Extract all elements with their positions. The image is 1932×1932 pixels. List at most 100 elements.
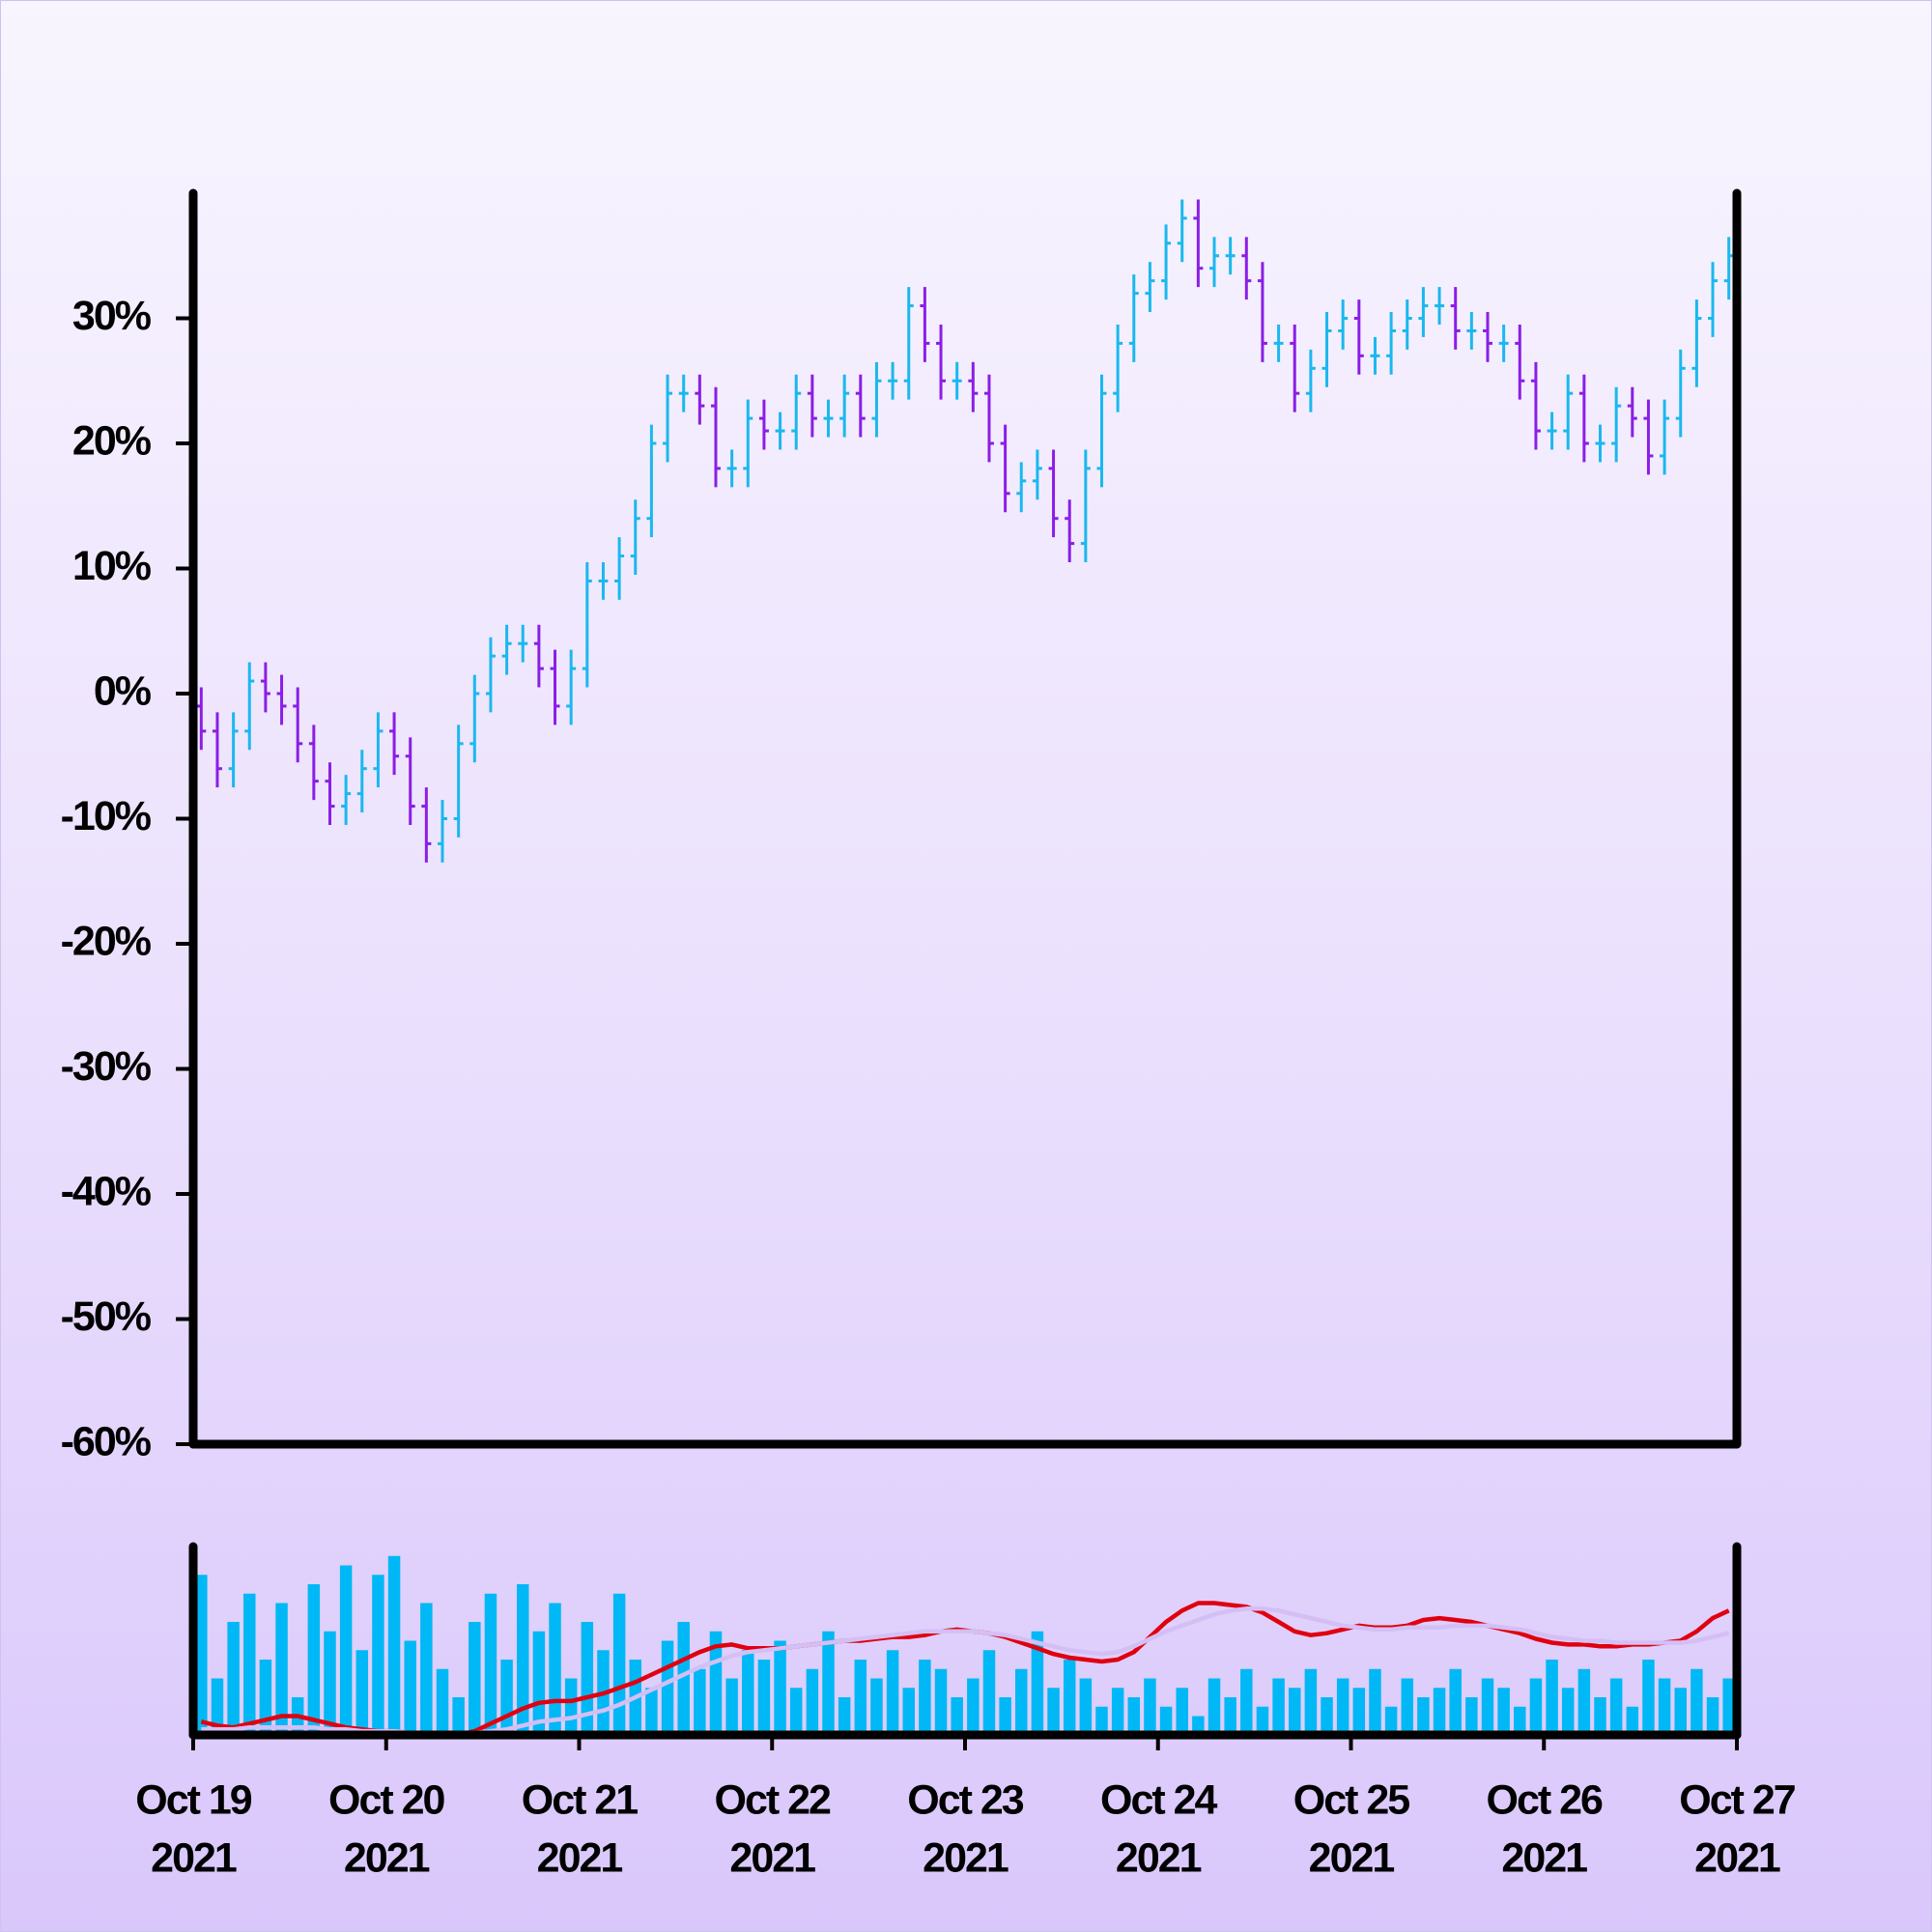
ohlc-bar (758, 399, 769, 450)
volume-bar (387, 1555, 401, 1735)
volume-bar (581, 1622, 594, 1735)
volume-bar (1577, 1668, 1591, 1735)
y-tick-label: -10% (61, 793, 152, 839)
volume-bar (1079, 1678, 1093, 1735)
ohlc-bar (1321, 312, 1332, 387)
ohlc-bar (936, 324, 947, 400)
ohlc-bar (710, 386, 721, 488)
volume-bar (789, 1688, 803, 1735)
ohlc-bar (1257, 262, 1267, 362)
volume-bar (1722, 1678, 1735, 1735)
ohlc-bar (678, 374, 689, 412)
volume-bar (951, 1697, 963, 1735)
volume-bar (725, 1678, 738, 1735)
volume-bar (1288, 1688, 1301, 1735)
ohlc-bar (308, 724, 319, 801)
x-tick-label: Oct 20 (328, 1776, 445, 1823)
ohlc-bar (1032, 449, 1042, 500)
ohlc-bar (1338, 299, 1349, 350)
ohlc-bar (695, 374, 705, 425)
x-tick-label: Oct 23 (907, 1776, 1024, 1823)
ohlc-bar (1048, 449, 1059, 538)
ohlc-bar (1161, 224, 1172, 300)
volume-bar (1144, 1678, 1156, 1735)
ohlc-bar (438, 800, 448, 863)
ohlc-bar (1530, 361, 1541, 450)
ohlc-bar (582, 562, 592, 688)
volume-bar (307, 1584, 321, 1735)
volume-bar (404, 1640, 416, 1735)
volume-bar (1674, 1688, 1687, 1735)
volume-bar (324, 1631, 336, 1735)
ohlc-bar (341, 775, 352, 825)
ohlc-bar (1515, 324, 1525, 400)
y-tick-label: -30% (61, 1043, 152, 1090)
ohlc-bar (276, 674, 287, 725)
volume-bar (1658, 1678, 1671, 1735)
ohlc-bar (293, 687, 303, 763)
ohlc-bar (1723, 237, 1734, 300)
volume-bar (1481, 1678, 1494, 1735)
ohlc-bar (1209, 237, 1220, 288)
x-tick-label: 2021 (1694, 1834, 1780, 1881)
ohlc-bar (1595, 424, 1605, 463)
x-tick-label: Oct 27 (1679, 1776, 1796, 1823)
volume-bar (661, 1640, 674, 1735)
volume-bar (1433, 1688, 1446, 1735)
volume-bar (967, 1678, 980, 1735)
ohlc-bar (550, 649, 560, 725)
ohlc-bar (1113, 324, 1123, 412)
ohlc-bar (405, 737, 415, 825)
x-tick-label: 2021 (1116, 1834, 1202, 1881)
ohlc-bar (1065, 499, 1075, 563)
ohlc-bar (663, 374, 673, 463)
ohlc-bar (518, 624, 528, 663)
volume-bar (709, 1631, 723, 1735)
volume-bar (549, 1603, 561, 1735)
ohlc-bar (469, 674, 480, 763)
volume-bar (919, 1660, 931, 1735)
volume-bar (339, 1565, 353, 1735)
ohlc-bar (839, 374, 850, 438)
volume-bar (1321, 1697, 1333, 1735)
ohlc-bar (952, 361, 962, 400)
ohlc-bar (1482, 312, 1492, 362)
ohlc-bar (743, 399, 753, 488)
volume-bar (1047, 1688, 1060, 1735)
ohlc-bar (1643, 399, 1654, 475)
volume-bar (1706, 1697, 1719, 1735)
ohlc-bar (888, 361, 898, 400)
volume-bar (838, 1697, 851, 1735)
y-tick-label: -60% (61, 1418, 152, 1464)
volume-bar (452, 1697, 465, 1735)
volume-bar (436, 1668, 449, 1735)
ohlc-bar (260, 662, 270, 713)
volume-bar (1304, 1668, 1318, 1735)
x-tick-label: 2021 (344, 1834, 430, 1881)
volume-bar (1352, 1688, 1366, 1735)
ohlc-bar (533, 624, 544, 688)
volume-bar (469, 1622, 481, 1735)
x-tick-label: 2021 (151, 1834, 237, 1881)
volume-bar (532, 1631, 546, 1735)
volume-bar (195, 1575, 208, 1735)
y-tick-label: 0% (94, 668, 152, 714)
volume-bar (211, 1678, 224, 1735)
ohlc-bar (1498, 324, 1509, 362)
ohlc-bar (903, 287, 914, 400)
ohlc-bar (1691, 299, 1702, 387)
volume-bar (822, 1631, 835, 1735)
volume-bar (1240, 1668, 1253, 1735)
ohlc-bar (1290, 324, 1300, 412)
volume-bar (1449, 1668, 1462, 1735)
ohlc-bar (855, 374, 866, 438)
ohlc-bar (1386, 312, 1397, 375)
ohlc-bar (1547, 412, 1557, 450)
ohlc-bar (823, 399, 834, 438)
ohlc-bar (196, 687, 207, 751)
volume-bar (886, 1650, 899, 1735)
ohlc-bar (1708, 262, 1719, 337)
x-tick-label: Oct 19 (135, 1776, 252, 1823)
ohlc-bar (1241, 237, 1252, 300)
